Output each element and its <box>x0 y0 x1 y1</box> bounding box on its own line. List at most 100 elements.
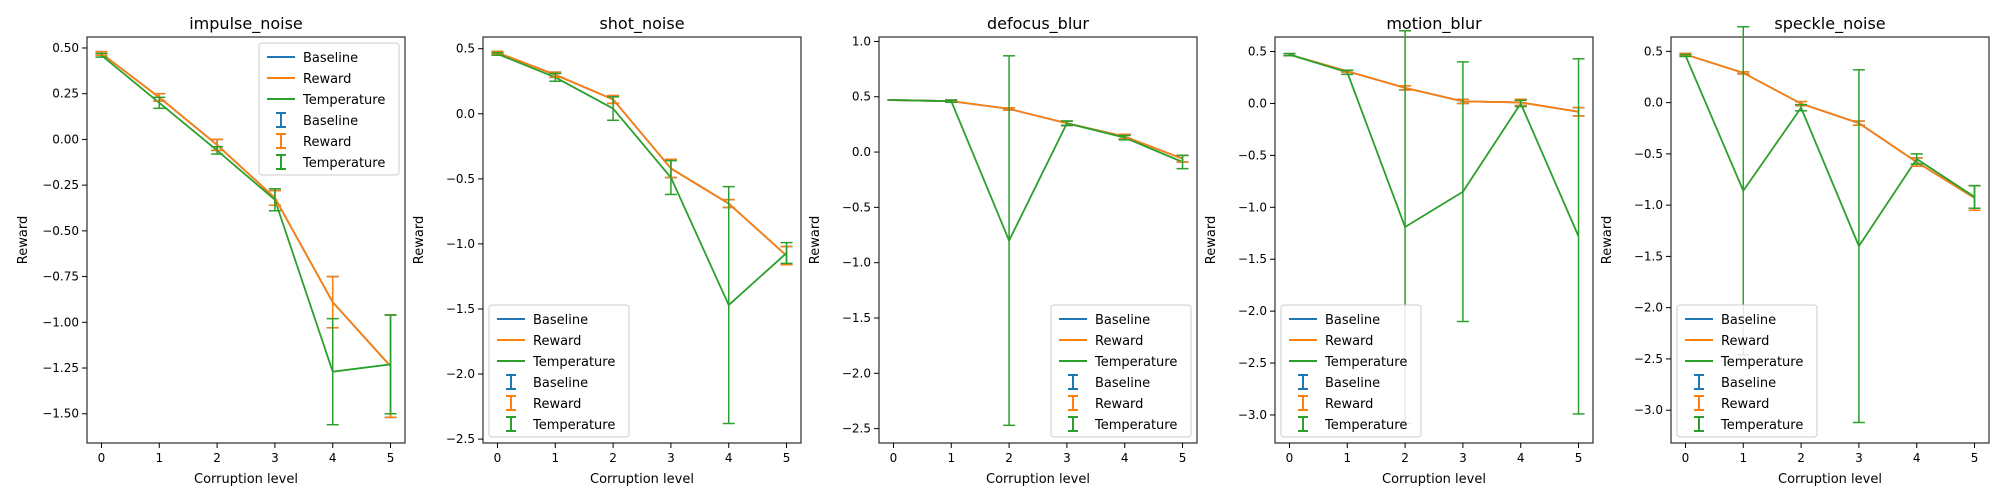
y-tick-label: −0.5 <box>446 172 475 186</box>
series-line-temperature <box>1289 53 1580 237</box>
legend-label: Baseline <box>1095 313 1150 328</box>
x-tick-label: 1 <box>551 451 559 465</box>
y-tick-label: −1.50 <box>42 407 79 421</box>
y-tick-label: 0.5 <box>852 90 871 104</box>
y-axis-label: Reward <box>1204 216 1219 264</box>
x-tick-label: 3 <box>1459 451 1467 465</box>
y-tick-label: −2.0 <box>1238 304 1267 318</box>
legend-label: Baseline <box>1325 376 1380 391</box>
x-axis-label: Corruption level <box>1778 472 1882 487</box>
legend-label: Reward <box>1325 334 1373 349</box>
legend: Baseline Reward Temperature Baseline Reward T… <box>258 42 400 176</box>
legend-box <box>488 304 630 438</box>
y-tick-label: −0.5 <box>1238 148 1267 162</box>
y-tick-label: −1.5 <box>1634 249 1663 263</box>
y-tick-label: −1.0 <box>1634 198 1663 212</box>
legend-label: Baseline <box>1721 376 1776 391</box>
chart-title: motion_blur <box>1386 14 1482 34</box>
y-tick-label: 0.0 <box>1644 96 1663 110</box>
x-tick-label: 3 <box>1063 451 1071 465</box>
chart-title: defocus_blur <box>987 14 1089 34</box>
chart-panel-4: speckle_noise 0 1 2 3 4 5 0.5 0.0 −0.5 −1.0 −1.5 −2.… <box>1600 14 1990 487</box>
chart-panel-1: shot_noise 0 1 2 3 4 5 0.5 0.0 −0.5 −1.0 −1.5 −2.0 −2… <box>412 14 802 487</box>
series-line-reward <box>1685 53 1976 199</box>
y-tick-label: −1.00 <box>42 315 79 329</box>
y-tick-label: 0.0 <box>1248 96 1267 110</box>
y-tick-label: −0.5 <box>842 200 871 214</box>
y-tick-label: −2.0 <box>1634 301 1663 315</box>
legend: Baseline Reward Temperature Baseline Reward T… <box>488 304 630 438</box>
x-tick-label: 5 <box>387 451 395 465</box>
legend: Baseline Reward Temperature Baseline Reward T… <box>1280 304 1422 438</box>
x-tick-label: 4 <box>1913 451 1921 465</box>
legend-label: Temperature <box>1324 418 1407 433</box>
x-tick-label: 0 <box>494 451 502 465</box>
legend-box <box>1050 304 1192 438</box>
legend-label: Reward <box>533 334 581 349</box>
x-tick-label: 0 <box>890 451 898 465</box>
y-tick-label: −0.50 <box>42 224 79 238</box>
chart-title: shot_noise <box>599 14 684 34</box>
x-tick-label: 2 <box>1797 451 1805 465</box>
legend-label: Reward <box>1721 334 1769 349</box>
x-tick-label: 5 <box>1971 451 1979 465</box>
series-line-temperature <box>497 53 788 306</box>
x-axis-label: Corruption level <box>194 472 298 487</box>
legend-label: Baseline <box>1721 313 1776 328</box>
x-tick-label: 5 <box>1575 451 1583 465</box>
y-axis-label: Reward <box>808 216 823 264</box>
y-tick-label: −2.5 <box>446 432 475 446</box>
legend: Baseline Reward Temperature Baseline Reward T… <box>1050 304 1192 438</box>
x-tick-label: 4 <box>1121 451 1129 465</box>
y-tick-label: −2.5 <box>1238 356 1267 370</box>
y-tick-label: −2.5 <box>842 422 871 436</box>
y-tick-label: −1.5 <box>1238 252 1267 266</box>
series-line-reward <box>100 52 392 367</box>
legend-box <box>1280 304 1422 438</box>
y-tick-label: 0.0 <box>852 145 871 159</box>
y-tick-label: −1.0 <box>1238 200 1267 214</box>
y-tick-label: 0.5 <box>1248 45 1267 59</box>
y-tick-label: 0.50 <box>52 41 79 55</box>
chart-title: impulse_noise <box>189 14 303 34</box>
legend-label: Baseline <box>533 376 588 391</box>
y-tick-label: 0.0 <box>456 107 475 121</box>
legend-label: Temperature <box>532 355 615 370</box>
legend-label: Temperature <box>302 93 385 108</box>
x-tick-label: 3 <box>1855 451 1863 465</box>
legend-label: Temperature <box>1094 355 1177 370</box>
y-tick-label: −1.0 <box>842 256 871 270</box>
x-tick-label: 1 <box>947 451 955 465</box>
legend-label: Temperature <box>302 156 385 171</box>
legend-label: Baseline <box>303 51 358 66</box>
y-tick-label: 0.5 <box>1644 44 1663 58</box>
legend-label: Baseline <box>303 114 358 129</box>
series-line-reward <box>497 51 788 257</box>
y-tick-label: −3.0 <box>1238 408 1267 422</box>
y-axis-label: Reward <box>412 216 427 264</box>
chart-panel-0: impulse_noise 0 1 2 3 4 5 0.50 0.25 0.00 −0.25 −0.5… <box>16 14 406 487</box>
x-tick-label: 3 <box>667 451 675 465</box>
x-tick-label: 2 <box>213 451 221 465</box>
y-tick-label: −0.25 <box>42 178 79 192</box>
y-tick-label: 1.0 <box>852 34 871 48</box>
legend-label: Reward <box>1325 397 1373 412</box>
series-line-temperature <box>1684 55 1976 248</box>
y-tick-label: 0.25 <box>52 87 79 101</box>
y-tick-label: −0.5 <box>1634 147 1663 161</box>
x-tick-label: 5 <box>1179 451 1187 465</box>
legend-label: Temperature <box>1720 418 1803 433</box>
chart-panel-2: defocus_blur 0 1 2 3 4 5 1.0 0.5 0.0 −0.5 −1.0 −1.5 −… <box>808 14 1198 487</box>
y-tick-label: −0.75 <box>42 270 79 284</box>
x-tick-label: 2 <box>1401 451 1409 465</box>
x-tick-label: 4 <box>725 451 733 465</box>
x-tick-label: 1 <box>1343 451 1351 465</box>
legend-label: Reward <box>533 397 581 412</box>
legend-label: Baseline <box>1325 313 1380 328</box>
x-tick-label: 0 <box>1286 451 1294 465</box>
legend-label: Reward <box>1721 397 1769 412</box>
x-tick-label: 0 <box>1682 451 1690 465</box>
legend-label: Reward <box>303 72 351 87</box>
legend-label: Temperature <box>532 418 615 433</box>
